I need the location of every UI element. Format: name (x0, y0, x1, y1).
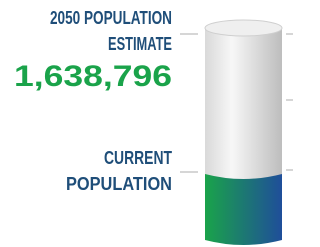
cylinder (205, 20, 282, 245)
current-label: POPULATION (66, 174, 172, 194)
estimate-label: 2050 POPULATION (50, 8, 172, 28)
estimate-label: ESTIMATE (108, 34, 172, 54)
current-label: CURRENT (104, 148, 172, 168)
gauge-graphic: 2050 POPULATION ESTIMATE 1,638,796 CURRE… (0, 0, 293, 247)
estimate-value: 1,638,796 (14, 60, 172, 93)
